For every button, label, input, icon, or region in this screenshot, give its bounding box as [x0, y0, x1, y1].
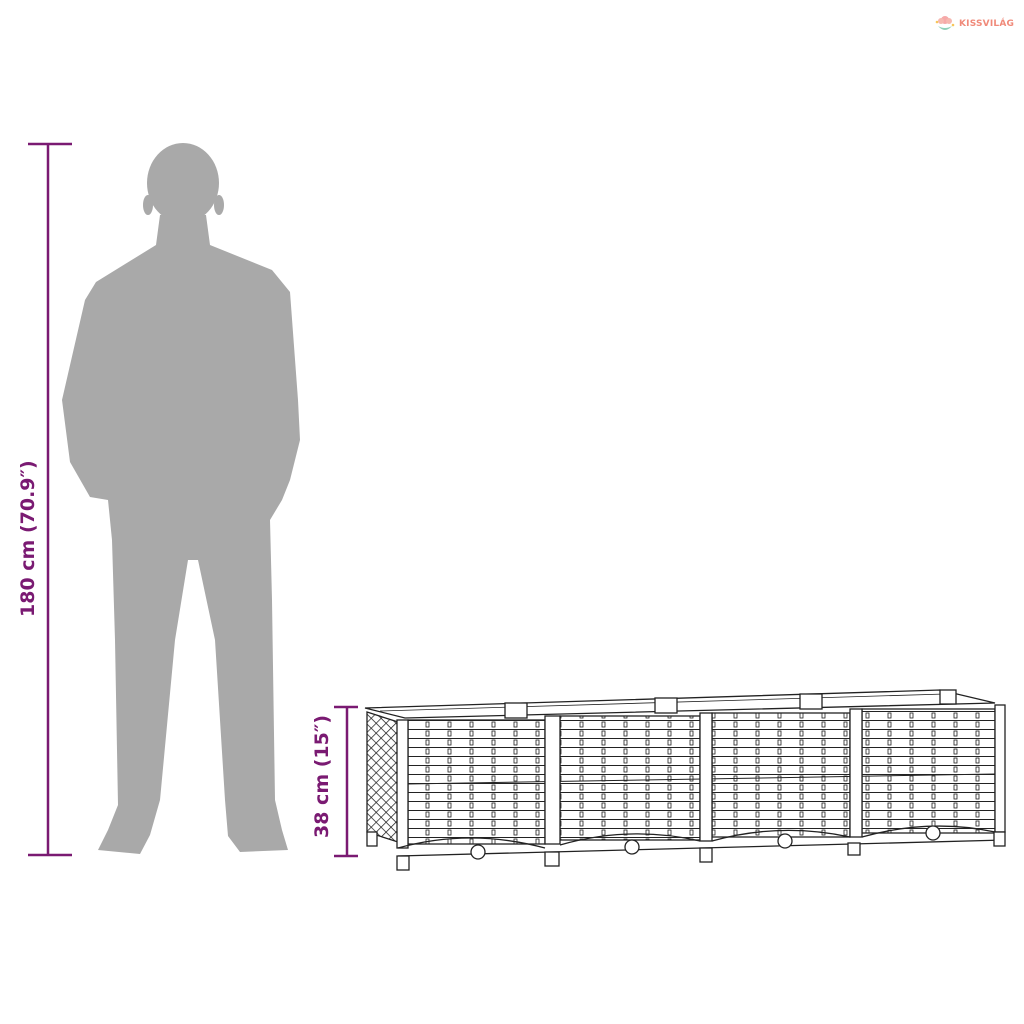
planter-height-dimension [334, 705, 358, 858]
person-silhouette [62, 143, 300, 854]
person-height-label: 180 cm (70.9″) [17, 460, 39, 617]
brand-logo: KISSVILÁG [934, 14, 1014, 34]
logo-text: KISSVILÁG [959, 19, 1015, 29]
planter-height-label: 38 cm (15″) [311, 715, 333, 838]
person-height-dimension [28, 142, 72, 857]
flower-icon [935, 16, 955, 30]
planter-drawing [364, 689, 1006, 871]
